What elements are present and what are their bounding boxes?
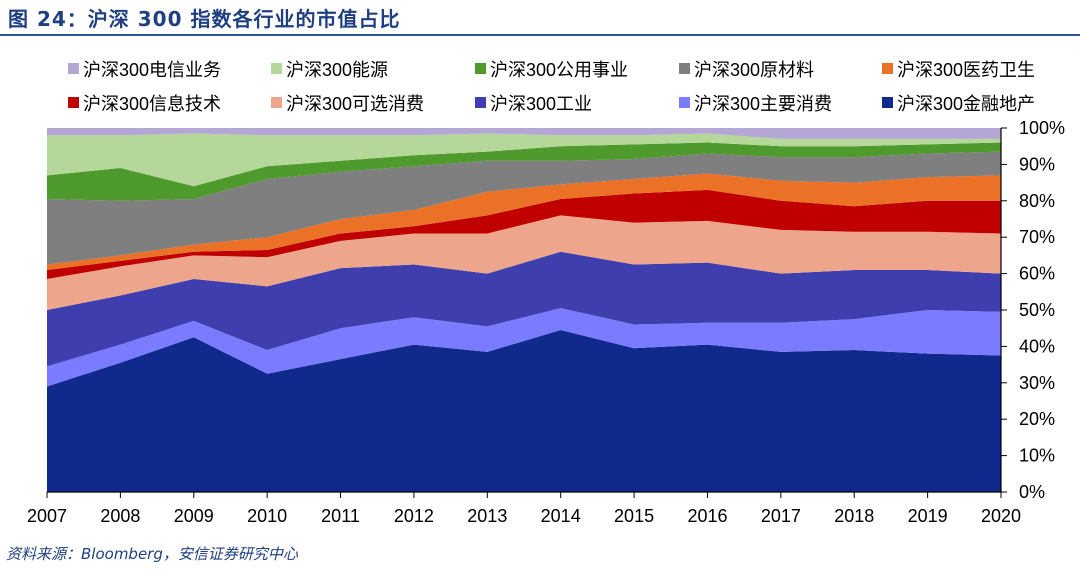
x-tick-label: 2010 (247, 506, 287, 526)
x-tick-label: 2020 (981, 506, 1021, 526)
area-series-1 (47, 308, 1001, 387)
legend-label: 沪深300工业 (490, 94, 592, 114)
area-series-group (47, 128, 1001, 492)
x-tick-label: 2018 (834, 506, 874, 526)
legend-swatch (882, 97, 893, 108)
x-tick-label: 2015 (614, 506, 654, 526)
x-tick-label: 2008 (100, 506, 140, 526)
y-tick-label: 0% (1019, 482, 1045, 502)
legend-swatch (271, 97, 282, 108)
area-series-5 (47, 173, 1001, 270)
legend-swatch (679, 97, 690, 108)
legend-label: 沪深300信息技术 (83, 94, 221, 114)
x-tick-label: 2017 (761, 506, 801, 526)
x-tick-label: 2013 (467, 506, 507, 526)
area-series-8 (47, 133, 1001, 187)
y-tick-label: 30% (1019, 373, 1055, 393)
x-tick-label: 2012 (394, 506, 434, 526)
area-series-4 (47, 189, 1001, 280)
legend-label: 沪深300可选消费 (286, 94, 424, 114)
source-note: 资料来源：Bloomberg，安信证券研究中心 (6, 545, 298, 563)
y-tick-label: 90% (1019, 154, 1055, 174)
legend-label: 沪深300主要消费 (694, 94, 832, 114)
legend-swatch (679, 63, 690, 74)
legend-swatch (475, 97, 486, 108)
figure-title: 图 24：沪深 300 指数各行业的市值占比 (8, 7, 401, 31)
x-tick-label: 2019 (908, 506, 948, 526)
y-tick-label: 80% (1019, 191, 1055, 211)
area-series-3 (47, 215, 1001, 310)
x-tick-label: 2007 (27, 506, 67, 526)
legend-label: 沪深300电信业务 (83, 60, 221, 80)
y-tick-label: 70% (1019, 227, 1055, 247)
area-series-7 (47, 142, 1001, 201)
legend-swatch (882, 63, 893, 74)
legend-swatch (68, 63, 79, 74)
legend-label: 沪深300公用事业 (490, 60, 628, 80)
y-tick-label: 40% (1019, 336, 1055, 356)
x-tick-label: 2011 (321, 506, 360, 526)
x-tick-label: 2014 (541, 506, 581, 526)
y-tick-label: 60% (1019, 264, 1055, 284)
legend-label: 沪深300原材料 (694, 60, 814, 80)
area-series-6 (47, 151, 1001, 265)
legend-label: 沪深300医药卫生 (897, 60, 1035, 80)
axes-group: 2007 2008 2009 2010 2011 2012 2013 2014 2015 2016… (27, 118, 1065, 526)
title-divider (0, 34, 1080, 36)
legend-swatch (271, 63, 282, 74)
legend: 沪深300电信业务 沪深300能源 沪深300公用事业 沪深300原材料 沪深300医药… (68, 60, 1035, 114)
legend-label: 沪深300金融地产 (897, 94, 1035, 114)
y-tick-label: 100% (1019, 118, 1065, 138)
area-series-2 (47, 251, 1001, 367)
legend-swatch (475, 63, 486, 74)
y-tick-label: 20% (1019, 409, 1055, 429)
y-tick-label: 50% (1019, 300, 1055, 320)
legend-swatch (68, 97, 79, 108)
x-tick-label: 2009 (174, 506, 214, 526)
y-tick-label: 10% (1019, 446, 1055, 466)
x-tick-label: 2016 (687, 506, 727, 526)
area-series-9 (47, 128, 1001, 139)
area-series-0 (47, 330, 1001, 492)
legend-label: 沪深300能源 (286, 60, 388, 80)
